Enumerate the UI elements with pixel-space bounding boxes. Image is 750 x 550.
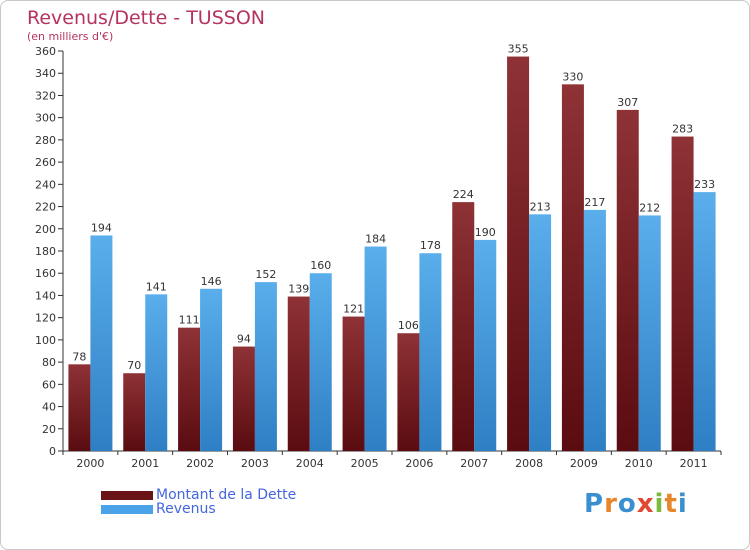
bar-dette xyxy=(397,333,420,451)
y-tick-label: 240 xyxy=(35,178,56,191)
data-label-dette: 94 xyxy=(237,333,251,346)
legend-label-revenus: Revenus xyxy=(156,501,216,517)
data-label-revenus: 233 xyxy=(694,178,715,191)
data-label-revenus: 194 xyxy=(91,221,112,234)
bar-revenus xyxy=(364,246,387,451)
logo-letter: o xyxy=(617,489,637,519)
data-label-revenus: 141 xyxy=(146,280,167,293)
data-label-dette: 330 xyxy=(562,70,583,83)
legend-label-dette: Montant de la Dette xyxy=(156,487,297,503)
bar-revenus xyxy=(90,235,113,451)
y-tick-label: 180 xyxy=(35,245,56,258)
y-tick-label: 60 xyxy=(42,378,56,391)
data-label-revenus: 160 xyxy=(310,259,331,272)
logo-letter: t xyxy=(664,489,678,519)
chart-title: Revenus/Dette - TUSSON xyxy=(27,7,266,29)
y-tick-label: 0 xyxy=(49,445,56,458)
data-label-dette: 139 xyxy=(288,283,309,296)
data-label-dette: 283 xyxy=(672,123,693,136)
y-tick-label: 20 xyxy=(42,423,56,436)
x-tick-label: 2000 xyxy=(76,457,104,470)
logo-letter: r xyxy=(604,489,618,519)
data-label-revenus: 190 xyxy=(475,226,496,239)
bar-dette xyxy=(507,56,530,452)
x-tick-label: 2003 xyxy=(241,457,269,470)
y-tick-label: 360 xyxy=(35,45,56,58)
bar-dette xyxy=(616,109,639,451)
y-tick-label: 120 xyxy=(35,312,56,325)
legend-item-dette: Montant de la Dette xyxy=(101,487,297,503)
data-label-dette: 121 xyxy=(343,303,364,316)
bar-revenus xyxy=(254,282,277,451)
y-tick-label: 320 xyxy=(35,89,56,102)
bar-dette xyxy=(287,296,310,451)
y-tick-label: 80 xyxy=(42,356,56,369)
data-label-revenus: 152 xyxy=(255,268,276,281)
data-label-dette: 106 xyxy=(398,319,419,332)
x-tick-label: 2005 xyxy=(351,457,379,470)
logo-letter: i xyxy=(677,489,688,519)
y-tick-label: 40 xyxy=(42,401,56,414)
bar-dette xyxy=(123,373,146,451)
x-tick-label: 2002 xyxy=(186,457,214,470)
y-tick-label: 140 xyxy=(35,289,56,302)
x-tick-label: 2011 xyxy=(680,457,708,470)
y-tick-label: 100 xyxy=(35,334,56,347)
data-label-revenus: 217 xyxy=(584,196,605,209)
y-tick-label: 280 xyxy=(35,134,56,147)
logo-letter: i xyxy=(654,489,665,519)
data-label-revenus: 213 xyxy=(530,200,551,213)
bar-revenus xyxy=(693,192,716,451)
proxiti-logo: Proxiti xyxy=(584,489,688,519)
bar-revenus xyxy=(583,209,606,451)
data-label-dette: 355 xyxy=(508,43,529,56)
bar-revenus xyxy=(419,253,442,451)
legend-swatch-revenus xyxy=(101,504,153,514)
bar-dette xyxy=(671,136,694,452)
bar-revenus xyxy=(145,294,168,451)
logo-letter: P xyxy=(584,489,605,519)
y-tick-label: 220 xyxy=(35,201,56,214)
data-label-revenus: 178 xyxy=(420,239,441,252)
data-label-dette: 70 xyxy=(127,359,141,372)
bar-revenus xyxy=(529,214,552,451)
bar-revenus xyxy=(200,288,223,451)
x-tick-label: 2010 xyxy=(625,457,653,470)
bar-dette xyxy=(342,316,365,451)
x-tick-label: 2009 xyxy=(570,457,598,470)
data-label-revenus: 146 xyxy=(201,275,222,288)
bar-dette xyxy=(561,84,584,451)
legend-item-revenus: Revenus xyxy=(101,501,216,517)
bar-dette xyxy=(452,202,475,451)
data-label-revenus: 184 xyxy=(365,233,386,246)
data-label-dette: 224 xyxy=(453,188,474,201)
bar-dette xyxy=(232,346,255,451)
data-label-dette: 307 xyxy=(617,96,638,109)
data-label-revenus: 212 xyxy=(639,201,660,214)
logo-letter: x xyxy=(636,489,655,519)
x-tick-label: 2004 xyxy=(296,457,324,470)
chart-subtitle: (en milliers d'€) xyxy=(27,30,114,43)
data-label-dette: 111 xyxy=(179,314,200,327)
y-tick-label: 340 xyxy=(35,67,56,80)
bar-revenus xyxy=(638,215,661,451)
y-tick-label: 260 xyxy=(35,156,56,169)
bar-revenus xyxy=(309,273,332,451)
bar-revenus xyxy=(474,239,497,451)
data-label-dette: 78 xyxy=(72,350,86,363)
bar-dette xyxy=(178,327,201,451)
x-tick-label: 2007 xyxy=(460,457,488,470)
y-tick-label: 300 xyxy=(35,112,56,125)
y-tick-label: 160 xyxy=(35,267,56,280)
x-tick-label: 2008 xyxy=(515,457,543,470)
x-tick-label: 2001 xyxy=(131,457,159,470)
bar-dette xyxy=(68,364,91,451)
x-tick-label: 2006 xyxy=(405,457,433,470)
y-tick-label: 200 xyxy=(35,223,56,236)
legend-swatch-dette xyxy=(101,490,153,500)
